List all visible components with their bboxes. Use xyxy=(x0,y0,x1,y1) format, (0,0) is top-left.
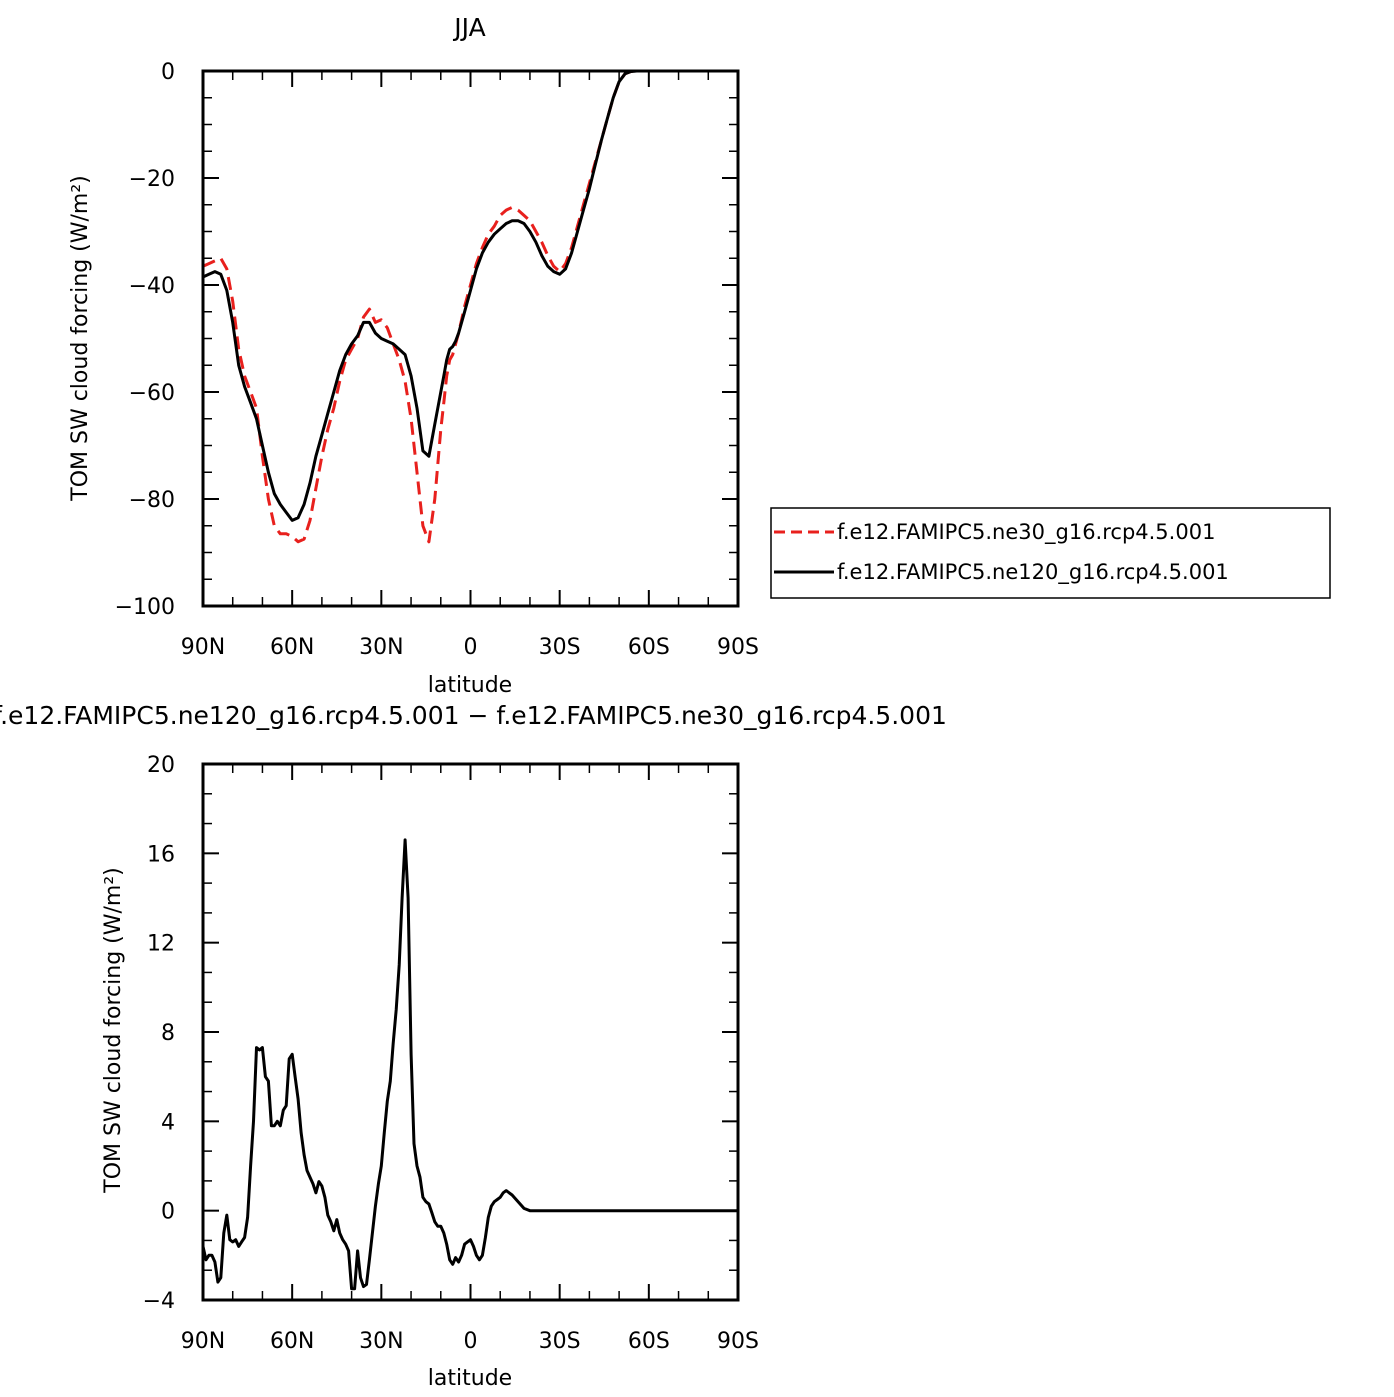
y-tick-label: −4 xyxy=(143,1289,175,1314)
panel1-title: JJA xyxy=(452,13,485,42)
panel1-lines xyxy=(202,69,738,544)
y-tick-label: −20 xyxy=(129,167,175,192)
series-line-1-0 xyxy=(201,838,738,1291)
y-tick-label: 4 xyxy=(161,1110,175,1135)
x-tick-label: 0 xyxy=(464,1329,478,1354)
y-tick-label: 8 xyxy=(161,1021,175,1046)
panel1-x-axis-label: latitude xyxy=(428,673,512,698)
x-tick-label: 30S xyxy=(539,635,581,660)
y-tick-label: 0 xyxy=(161,60,175,85)
x-tick-label: 90N xyxy=(181,635,225,660)
x-tick-label: 30N xyxy=(359,635,403,660)
series-line-0-1 xyxy=(202,69,738,522)
y-tick-label: 0 xyxy=(161,1200,175,1225)
panel2-title: f.e12.FAMIPC5.ne120_g16.rcp4.5.001 − f.e… xyxy=(0,701,947,730)
x-tick-label: 30S xyxy=(539,1329,581,1354)
y-tick-label: −40 xyxy=(129,274,175,299)
y-tick-label: 12 xyxy=(147,932,175,957)
legend-label-ne30: f.e12.FAMIPC5.ne30_g16.rcp4.5.001 xyxy=(837,520,1215,545)
panel2-lines xyxy=(201,838,738,1291)
panel1-ticks xyxy=(202,70,739,607)
x-tick-label: 60S xyxy=(628,1329,670,1354)
x-tick-label: 60N xyxy=(270,1329,314,1354)
panel1-plot-frame xyxy=(201,69,740,608)
y-tick-label: −60 xyxy=(129,381,175,406)
legend: f.e12.FAMIPC5.ne30_g16.rcp4.5.001 f.e12.… xyxy=(770,507,1331,599)
y-tick-label: 16 xyxy=(147,842,175,867)
legend-label-ne120: f.e12.FAMIPC5.ne120_g16.rcp4.5.001 xyxy=(837,560,1229,585)
panel2-y-axis-label: TOM SW cloud forcing (W/m²) xyxy=(101,867,126,1193)
x-tick-label: 0 xyxy=(464,635,478,660)
x-tick-label: 30N xyxy=(359,1329,403,1354)
legend-box xyxy=(770,507,1331,599)
y-tick-label: 20 xyxy=(147,753,175,778)
panel2-x-axis-label: latitude xyxy=(428,1366,512,1391)
series-line-0-0 xyxy=(202,69,738,544)
panel2-plot-frame xyxy=(201,762,740,1302)
panel1-y-axis-label: TOM SW cloud forcing (W/m²) xyxy=(68,175,93,501)
x-tick-label: 90N xyxy=(181,1329,225,1354)
panel1-tick-labels: 90N 60N 30N 0 30S 60S 90S 0 −20 −40 −60 −80 −100 xyxy=(115,60,759,660)
x-tick-label: 90S xyxy=(717,1329,759,1354)
y-tick-label: −100 xyxy=(115,595,175,620)
panel2-tick-labels: 90N 60N 30N 0 30S 60S 90S 20 16 12 8 4 0 −4 xyxy=(143,753,759,1354)
x-tick-label: 90S xyxy=(717,635,759,660)
x-tick-label: 60S xyxy=(628,635,670,660)
panel2-ticks xyxy=(202,763,739,1301)
y-tick-label: −80 xyxy=(129,488,175,513)
x-tick-label: 60N xyxy=(270,635,314,660)
